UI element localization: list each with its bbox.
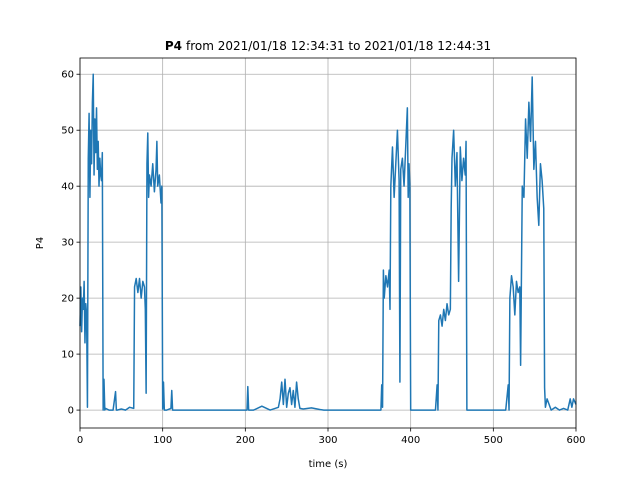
x-tick-label: 200 [236,435,255,446]
x-tick-label: 600 [566,435,585,446]
title-bold: P4 [165,39,182,53]
y-tick-label: 60 [61,70,74,81]
y-tick-label: 30 [61,238,74,249]
axes-frame [79,57,577,429]
x-axis-label: time (s) [309,459,348,470]
y-tick-label: 50 [61,126,74,137]
y-axis-label: P4 [35,237,46,249]
data-line [79,73,577,411]
x-tick-label: 100 [153,435,172,446]
y-tick-label: 0 [68,406,74,417]
y-tick-label: 40 [61,182,74,193]
x-tick-label: 300 [318,435,337,446]
chart-title: P4 from 2021/01/18 12:34:31 to 2021/01/18… [165,39,491,53]
x-tick-label: 0 [77,435,83,446]
y-tick-label: 20 [61,294,74,305]
y-tick-label: 10 [61,350,74,361]
title-text: from 2021/01/18 12:34:31 to 2021/01/18 1… [186,39,491,53]
x-tick-label: 400 [401,435,420,446]
x-tick-label: 500 [484,435,503,446]
